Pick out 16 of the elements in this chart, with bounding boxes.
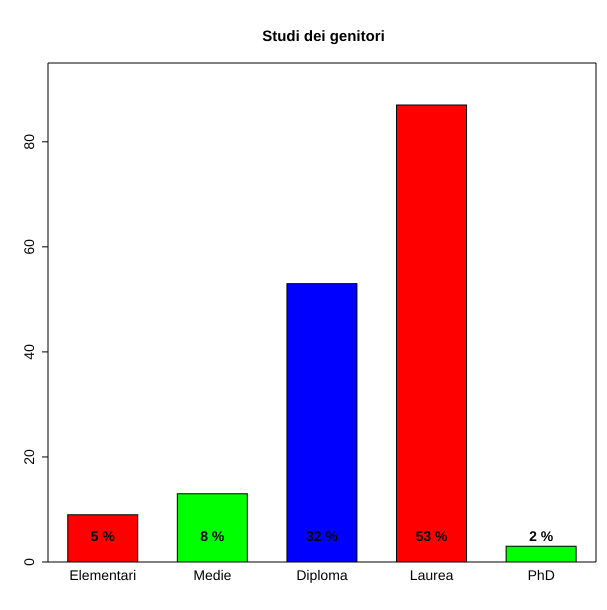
x-tick-label: Medie — [193, 566, 232, 583]
annotation: 32 % — [306, 528, 338, 544]
annotation: 2 % — [529, 528, 554, 544]
y-tick-label: 80 — [21, 134, 37, 150]
x-tick-label: Diploma — [296, 566, 348, 583]
x-tick-label: Laurea — [410, 566, 454, 583]
y-tick-label: 20 — [21, 448, 37, 465]
y-tick-label: 60 — [21, 238, 37, 255]
x-tick-label: PhD — [528, 566, 555, 583]
y-tick-label: 40 — [21, 344, 37, 360]
chart-title: Studi dei genitori — [261, 28, 386, 45]
x-tick-label: Elementari — [69, 566, 136, 583]
annotation: 53 % — [416, 528, 448, 544]
y-tick-label: 0 — [21, 558, 37, 566]
annotation: 8 % — [200, 528, 225, 544]
annotation: 5 % — [90, 528, 116, 544]
